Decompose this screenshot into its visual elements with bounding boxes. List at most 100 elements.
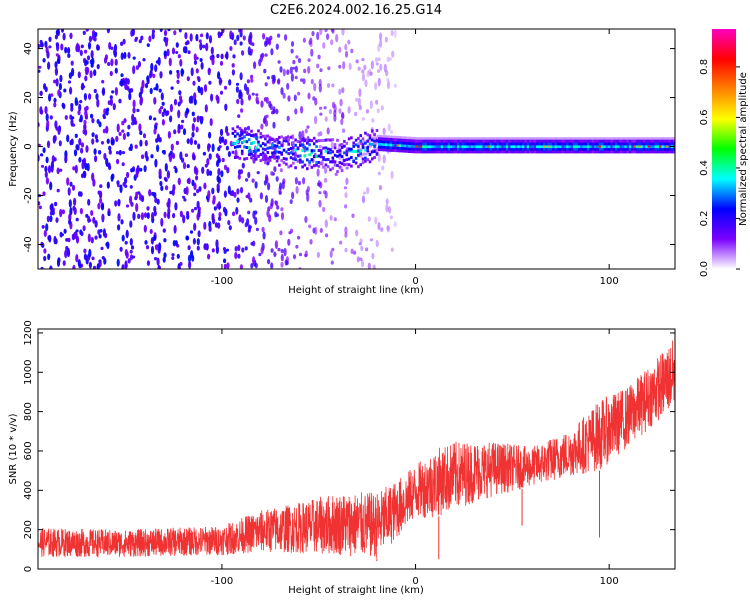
spectrogram-cell — [380, 137, 383, 141]
spectrogram-cell — [183, 187, 187, 195]
spectrogram-cell — [401, 144, 404, 148]
spectrogram-cell — [415, 139, 418, 143]
spectrogram-cell — [431, 139, 434, 143]
spectrogram-cell — [628, 150, 632, 154]
spectrogram-cell — [319, 149, 323, 153]
spectrogram-cell — [536, 137, 542, 141]
spectrogram-cell — [491, 147, 495, 151]
spectrogram-cell — [503, 139, 507, 143]
spectrogram-cell — [424, 150, 428, 154]
spectrogram-cell — [167, 131, 171, 139]
spectrogram-cell — [398, 144, 402, 147]
spectrogram-cell — [163, 29, 168, 37]
spectrogram-cell — [445, 139, 448, 143]
spectrogram-cell — [189, 33, 193, 42]
spectrogram-cell — [508, 145, 511, 149]
spectrogram-cell — [498, 145, 502, 149]
spectrogram-cell — [255, 93, 259, 97]
spectrogram-cell — [638, 137, 644, 141]
spectrogram-cell — [489, 139, 493, 143]
spectrogram-cell — [362, 146, 368, 150]
spectrogram-cell — [59, 208, 63, 218]
spectrogram-cell — [554, 139, 558, 143]
spectrogram-cell — [347, 137, 351, 141]
spectrogram-cell — [355, 59, 359, 64]
spectrogram-cell — [292, 66, 296, 70]
spectrogram-cell — [540, 145, 544, 149]
spectrogram-cell — [119, 184, 123, 193]
spectrogram-cell — [361, 157, 365, 161]
spectrogram-cell — [103, 57, 108, 64]
spectrogram-cell — [307, 92, 311, 100]
spectrogram-cell — [366, 146, 369, 150]
spectrogram-cell — [522, 142, 525, 146]
spectrogram-cell — [475, 145, 479, 149]
spectrogram-cell — [503, 145, 507, 149]
spectrogram-cell — [123, 51, 127, 60]
spectrogram-cell — [477, 145, 481, 149]
spectrogram-cell — [59, 231, 63, 238]
spectrogram-cell — [301, 149, 304, 153]
spectrogram-cell — [205, 32, 209, 40]
spectrogram-cell — [275, 138, 279, 141]
spectrogram-cell — [354, 111, 358, 117]
spectrogram-cell — [253, 61, 257, 70]
spectrogram-cell — [515, 142, 518, 146]
spectrogram-cell — [88, 93, 92, 100]
spectrogram-cell — [252, 256, 256, 265]
spectrogram-cell — [196, 245, 200, 251]
spectrogram-cell — [129, 220, 133, 228]
spectrogram-cell — [549, 145, 553, 149]
spectrogram-cell — [269, 103, 273, 111]
spectrogram-cell — [156, 144, 160, 153]
spectrogram-cell — [211, 187, 215, 195]
spectrogram-cell — [241, 247, 245, 253]
spectrogram-cell — [274, 240, 278, 250]
spectrogram-cell — [470, 145, 474, 149]
spectrogram-cell — [78, 264, 82, 269]
spectrogram-cell — [670, 139, 674, 143]
spectrogram-cell — [139, 96, 143, 105]
spectrogram-cell — [372, 142, 377, 146]
spectrogram-cell — [93, 88, 97, 94]
spectrogram-cell — [347, 39, 351, 45]
spectrogram-cell — [390, 130, 394, 134]
spectrogram-cell — [264, 53, 268, 57]
spectrogram-cell — [555, 137, 561, 141]
spectrogram-cell — [552, 145, 555, 149]
spectrogram-cell — [169, 190, 173, 195]
spectrogram-cell — [287, 137, 290, 141]
spectrogram-cell — [473, 145, 476, 149]
snr-marks — [38, 340, 675, 562]
spectrogram-cell — [577, 147, 581, 151]
spectrogram-cell — [115, 151, 120, 155]
spectrogram-cell — [477, 147, 481, 151]
colorbar-tick-label: 0.2 — [699, 211, 710, 227]
spectrogram-cell — [153, 117, 157, 121]
spectrogram-cell — [331, 166, 335, 170]
spectrogram-cell — [96, 119, 100, 124]
spectrogram-cell — [306, 167, 309, 171]
spectrogram-cell — [116, 258, 120, 267]
spectrogram-cell — [238, 144, 242, 148]
spectrogram-cell — [300, 78, 304, 82]
spectrogram-cell — [619, 139, 623, 143]
spectrogram-cell — [91, 132, 95, 138]
spectrogram-cell — [194, 206, 198, 211]
spectrogram-cell — [171, 152, 176, 159]
spectrogram-cell — [422, 147, 425, 151]
spectrogram-cell — [666, 150, 669, 154]
spectrogram-cell — [289, 156, 293, 160]
spectrogram-cell — [58, 82, 63, 91]
spectrogram-cell — [225, 145, 229, 151]
spectrogram-cell — [107, 211, 111, 217]
spectrogram-cell — [120, 52, 124, 60]
spectrogram-cell — [85, 213, 89, 218]
spectrogram-cell — [498, 147, 502, 151]
spectrogram-cell — [251, 178, 255, 183]
spectrogram-cell — [198, 186, 202, 192]
spectrogram-cell — [216, 175, 220, 183]
spectrogram-cell — [259, 192, 263, 200]
spectrogram-cell — [223, 249, 227, 254]
spectrogram-cell — [247, 146, 251, 150]
